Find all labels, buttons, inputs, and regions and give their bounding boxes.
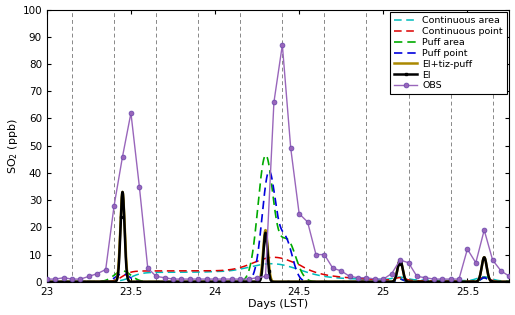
OBS: [212, 277, 218, 281]
Line: EI: EI: [45, 191, 511, 283]
EI+tiz-puff: [44, 280, 50, 284]
Line: Continuous point: Continuous point: [47, 257, 509, 282]
Legend: Continuous area, Continuous point, Puff area, Puff point, EI+tiz-puff, EI, OBS: Continuous area, Continuous point, Puff …: [390, 12, 507, 94]
Puff point: [67, 280, 74, 284]
EI+tiz-puff: [67, 280, 74, 284]
EI+tiz-puff: [269, 279, 275, 283]
Continuous point: [67, 280, 74, 284]
Puff point: [44, 280, 50, 284]
Continuous area: [268, 262, 274, 266]
Continuous point: [269, 255, 275, 259]
Y-axis label: SO$_2$ (ppb): SO$_2$ (ppb): [6, 118, 20, 174]
OBS: [355, 276, 361, 280]
Continuous point: [271, 255, 277, 259]
OBS: [405, 261, 411, 265]
EI: [493, 280, 500, 284]
Continuous point: [44, 280, 50, 284]
OBS: [44, 277, 50, 281]
OBS: [52, 277, 58, 281]
EI: [269, 280, 275, 284]
OBS: [506, 274, 512, 278]
Line: EI+tiz-puff: EI+tiz-puff: [47, 192, 509, 282]
Continuous point: [493, 279, 499, 283]
OBS: [338, 269, 345, 273]
Line: Puff area: Puff area: [47, 155, 509, 282]
EI+tiz-puff: [408, 280, 415, 284]
Puff point: [266, 169, 272, 173]
Puff point: [408, 280, 415, 284]
Puff point: [439, 280, 445, 284]
Puff point: [256, 239, 263, 243]
Continuous point: [506, 280, 512, 284]
Continuous area: [506, 279, 512, 283]
OBS: [313, 253, 319, 256]
EI: [119, 190, 126, 194]
EI+tiz-puff: [506, 280, 512, 284]
Continuous area: [493, 278, 500, 282]
Puff area: [67, 280, 74, 284]
Puff point: [269, 177, 275, 181]
Puff area: [439, 280, 445, 284]
EI: [67, 280, 74, 284]
EI+tiz-puff: [493, 280, 500, 284]
EI+tiz-puff: [256, 278, 263, 281]
Puff area: [493, 280, 500, 284]
Puff area: [44, 280, 50, 284]
Continuous area: [44, 280, 50, 284]
Continuous point: [493, 279, 500, 283]
Puff area: [506, 280, 512, 284]
Puff area: [263, 153, 269, 157]
EI+tiz-puff: [493, 280, 499, 284]
EI: [493, 280, 499, 284]
Continuous area: [493, 278, 499, 282]
Continuous area: [269, 262, 275, 266]
Line: Continuous area: Continuous area: [47, 264, 509, 282]
Puff point: [506, 280, 512, 284]
Continuous area: [408, 278, 415, 281]
OBS: [279, 43, 285, 47]
Line: OBS: OBS: [44, 43, 512, 282]
EI+tiz-puff: [119, 190, 126, 194]
Puff area: [408, 280, 415, 284]
Puff point: [493, 280, 500, 284]
Line: Puff point: Puff point: [47, 171, 509, 282]
Continuous point: [256, 259, 263, 262]
EI: [44, 280, 50, 284]
EI: [408, 280, 415, 284]
X-axis label: Days (LST): Days (LST): [248, 300, 308, 309]
Puff area: [256, 188, 263, 192]
Continuous area: [67, 280, 74, 284]
Puff area: [269, 186, 275, 189]
Puff point: [493, 280, 500, 284]
EI: [506, 280, 512, 284]
Puff area: [493, 280, 500, 284]
Continuous area: [256, 263, 263, 267]
Continuous point: [408, 278, 415, 282]
EI: [256, 279, 263, 283]
